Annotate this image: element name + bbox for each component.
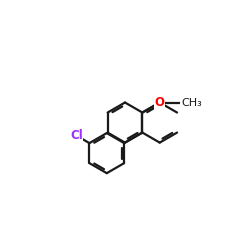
Text: CH₃: CH₃ [181, 98, 202, 108]
Text: O: O [155, 96, 165, 109]
Text: Cl: Cl [70, 129, 83, 142]
